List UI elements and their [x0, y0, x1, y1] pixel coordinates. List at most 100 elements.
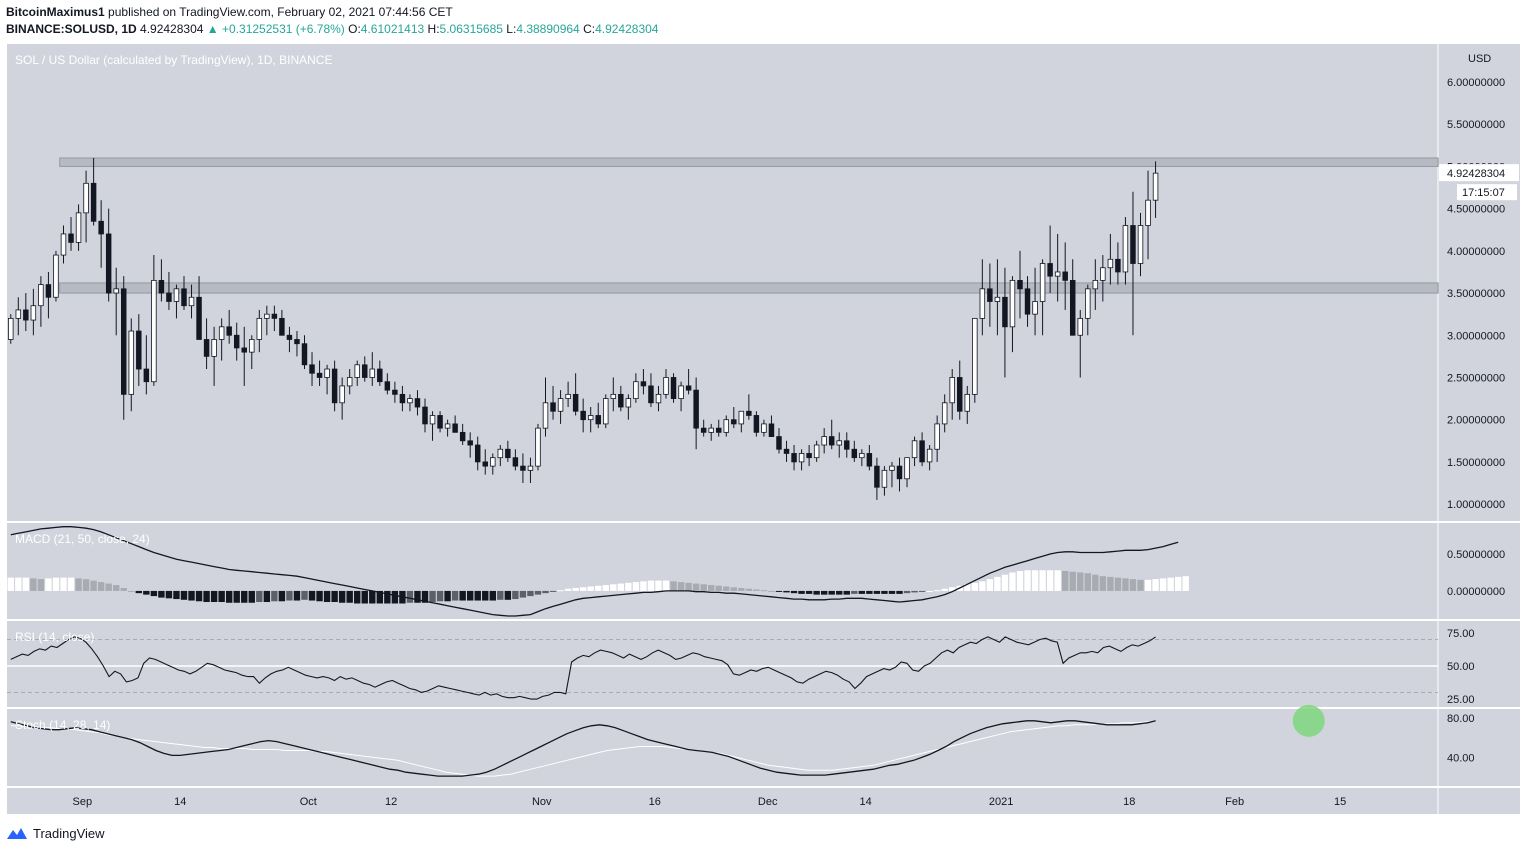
- candle-body: [1107, 258, 1114, 269]
- time-tick-label: 14: [174, 796, 186, 808]
- candle-body: [1122, 225, 1129, 273]
- candle-body: [60, 233, 67, 256]
- macd-histogram-bar: [738, 587, 745, 591]
- macd-histogram-bar: [301, 590, 308, 600]
- candle-body: [979, 288, 986, 319]
- low-value: 4.38890964: [516, 22, 580, 36]
- high-label: H:: [427, 22, 440, 36]
- macd-histogram-bar: [158, 590, 165, 598]
- macd-histogram-bar: [527, 590, 534, 597]
- macd-histogram-bar: [346, 590, 353, 603]
- candle-body: [128, 330, 135, 395]
- macd-histogram-bar: [836, 590, 843, 595]
- macd-histogram-bar: [926, 590, 933, 592]
- macd-histogram-bar: [1031, 570, 1039, 591]
- price-tick-label: 3.00000000: [1447, 330, 1505, 342]
- time-tick-label: Dec: [758, 796, 778, 808]
- candle-body: [896, 465, 903, 480]
- candle-body: [520, 465, 526, 471]
- candle-body: [557, 398, 564, 412]
- candle-body: [8, 317, 14, 340]
- macd-histogram-bar: [632, 582, 640, 591]
- macd-histogram-bar: [263, 590, 271, 603]
- candle-body: [565, 393, 571, 399]
- candle-body: [595, 415, 601, 425]
- rsi-line: [10, 636, 1156, 700]
- macd-histogram-bar: [308, 590, 316, 601]
- macd-histogram-bar: [670, 581, 677, 591]
- low-label: L:: [506, 22, 517, 36]
- candle-body: [1062, 271, 1068, 281]
- candle-body: [844, 440, 850, 450]
- author-name[interactable]: BitcoinMaximus1: [6, 5, 105, 19]
- candle-body: [173, 288, 180, 302]
- macd-histogram-bar: [587, 586, 594, 591]
- candle-body: [723, 419, 730, 433]
- up-arrow-icon: ▲: [206, 22, 219, 36]
- macd-histogram-bar: [369, 590, 376, 604]
- macd-histogram-bar: [1107, 576, 1114, 591]
- macd-histogram-bar: [338, 590, 346, 603]
- macd-histogram-bar: [293, 590, 301, 601]
- last-price: 4.92428304: [140, 22, 204, 36]
- candle-body: [233, 334, 240, 349]
- macd-histogram-bar: [1152, 579, 1159, 591]
- candle-body: [1130, 225, 1136, 264]
- macd-tick-label: 0.00000000: [1447, 586, 1505, 598]
- publish-info: BitcoinMaximus1 published on TradingView…: [6, 5, 453, 19]
- macd-histogram-bar: [549, 590, 557, 592]
- rsi-pane-background: [7, 621, 1438, 707]
- price-tick-label: 3.50000000: [1447, 288, 1505, 300]
- macd-histogram-bar: [677, 582, 685, 591]
- candle-body: [904, 457, 910, 480]
- candle-body: [211, 339, 217, 357]
- macd-histogram-bar: [1009, 572, 1016, 591]
- time-tick-label: Feb: [1225, 796, 1244, 808]
- candle-body: [580, 410, 586, 421]
- macd-histogram-bar: [873, 590, 881, 594]
- macd-histogram-bar: [67, 577, 75, 591]
- macd-histogram-bar: [459, 590, 466, 601]
- candle-body: [346, 377, 353, 387]
- candle-body: [1047, 263, 1053, 277]
- horizontal-zone-0: [59, 157, 1439, 167]
- candle-body: [587, 415, 594, 421]
- candle-body: [941, 402, 948, 425]
- macd-histogram-bar: [979, 581, 986, 591]
- macd-histogram-bar: [866, 590, 873, 594]
- macd-histogram-bar: [361, 590, 368, 604]
- macd-histogram-bar: [7, 577, 14, 591]
- footer-brand[interactable]: TradingView: [6, 825, 105, 841]
- candle-body: [249, 339, 255, 353]
- candle-body: [746, 410, 752, 416]
- candle-body: [866, 453, 873, 467]
- macd-histogram-bar: [165, 590, 173, 599]
- last-price-label: 4.92428304: [1447, 168, 1505, 180]
- macd-histogram-bar: [1001, 574, 1009, 591]
- macd-histogram-bar: [700, 584, 707, 591]
- candle-body: [791, 453, 797, 463]
- open-label: O:: [348, 22, 361, 36]
- candle-body: [68, 233, 74, 243]
- candle-body: [444, 423, 451, 429]
- candle-body: [30, 305, 37, 321]
- time-tick-label: 15: [1334, 796, 1346, 808]
- candle-body: [362, 364, 368, 378]
- macd-histogram-bar: [1039, 570, 1046, 591]
- candle-body: [105, 233, 112, 294]
- macd-histogram-bar: [813, 590, 820, 595]
- macd-histogram-bar: [1144, 579, 1152, 591]
- macd-histogram-bar: [715, 585, 722, 591]
- macd-histogram-bar: [964, 584, 971, 591]
- candle-body: [188, 296, 195, 307]
- candle-body: [964, 393, 971, 412]
- last-price-box: [1439, 164, 1519, 182]
- macd-histogram-bar: [203, 590, 210, 603]
- candle-body: [813, 444, 820, 459]
- macd-histogram-bar: [316, 590, 323, 602]
- candle-body: [1039, 263, 1046, 302]
- candle-body: [633, 381, 639, 399]
- macd-histogram-bar: [1084, 573, 1091, 591]
- macd-histogram-bar: [1174, 576, 1182, 591]
